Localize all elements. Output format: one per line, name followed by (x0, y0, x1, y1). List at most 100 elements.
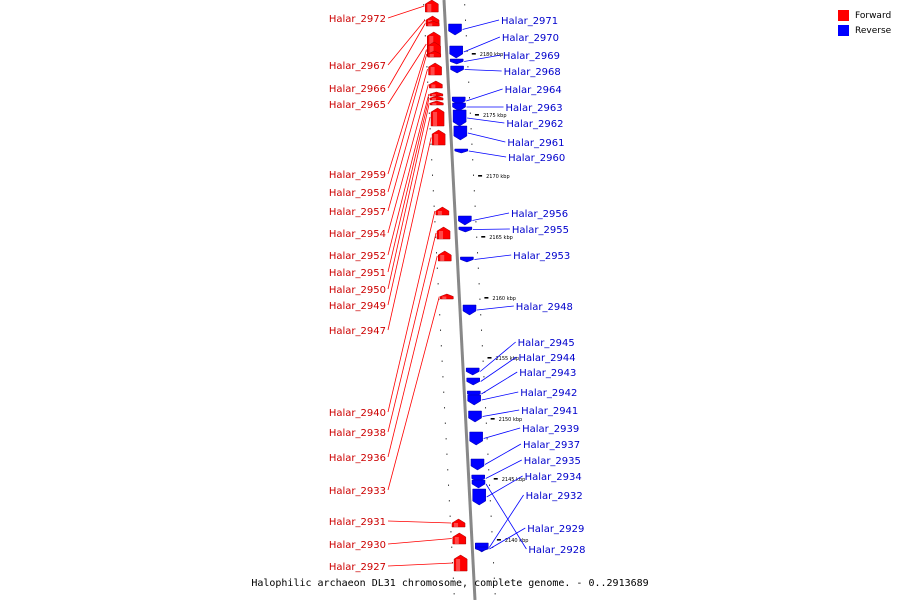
kbp-label: 2170 kbp (486, 174, 510, 180)
forward-gene-arrow (429, 91, 444, 97)
forward-gene-arrow (451, 518, 466, 528)
minor-tick-right (488, 469, 490, 471)
kbp-label: 2155 kbp (495, 356, 519, 362)
forward-gene-arrow (435, 206, 450, 216)
kbp-label: 2165 kbp (489, 235, 513, 241)
reverse-gene-arrow (471, 479, 486, 489)
forward-gene-label: Halar_2927 (329, 562, 386, 573)
forward-gene-leader (387, 296, 440, 491)
minor-tick-left (442, 376, 444, 378)
reverse-gene-label: Halar_2943 (519, 368, 576, 379)
forward-gene-label: Halar_2949 (329, 301, 386, 312)
reverse-gene-label: Halar_2961 (507, 138, 564, 149)
minor-tick-right (485, 422, 487, 424)
forward-gene-label: Halar_2966 (329, 84, 386, 95)
reverse-gene-leader (485, 459, 522, 479)
reverse-gene-label: Halar_2937 (523, 440, 580, 451)
reverse-gene-label: Halar_2970 (502, 33, 559, 44)
minor-tick-right (480, 314, 482, 316)
minor-tick-right (475, 221, 477, 223)
forward-gene-leader (387, 562, 454, 567)
minor-tick-left (426, 66, 428, 68)
gene-highlight (434, 134, 439, 145)
gene-highlight (454, 523, 459, 527)
minor-tick-right (473, 174, 475, 176)
gene-highlight (442, 296, 447, 299)
reverse-gene-leader (468, 150, 507, 158)
reverse-gene-leader (481, 371, 518, 395)
kbp-label: 2180 kbp (480, 52, 504, 58)
reverse-gene-leader (467, 132, 506, 143)
gene-highlight (430, 67, 435, 75)
kbp-tick (487, 357, 492, 359)
reverse-gene-label: Halar_2956 (511, 209, 568, 220)
minor-tick-right (493, 562, 495, 564)
reverse-gene-arrow (468, 410, 482, 423)
genome-caption: Halophilic archaeon DL31 chromosome, com… (251, 578, 649, 589)
forward-gene-leader (387, 93, 430, 256)
gene-highlight (433, 112, 438, 126)
forward-gene-leader (387, 232, 437, 433)
gene-highlight (454, 537, 459, 544)
minor-tick-right (483, 376, 485, 378)
reverse-gene-arrow (462, 304, 477, 316)
minor-tick-right (474, 205, 476, 207)
minor-tick-right (469, 97, 471, 99)
minor-tick-left (436, 267, 438, 269)
minor-tick-right (489, 484, 491, 486)
minor-tick-left (428, 112, 430, 114)
reverse-gene-label: Halar_2929 (527, 524, 584, 535)
forward-gene-label: Halar_2938 (329, 428, 386, 439)
reverse-gene-label: Halar_2971 (501, 16, 558, 27)
minor-tick-left (451, 546, 453, 548)
forward-gene-leader (387, 538, 452, 545)
reverse-gene-leader (480, 356, 517, 382)
minor-tick-left (448, 484, 450, 486)
minor-tick-left (428, 97, 430, 99)
forward-gene-leader (387, 19, 426, 66)
forward-gene-leader (387, 116, 431, 306)
reverse-gene-arrow (466, 377, 480, 386)
minor-tick-right (482, 360, 484, 362)
kbp-tick (484, 297, 489, 299)
forward-gene-label: Halar_2933 (329, 486, 386, 497)
reverse-gene-arrow (452, 109, 467, 127)
kbp-tick (471, 53, 476, 55)
forward-gene-leader (387, 53, 428, 193)
reverse-gene-arrow (450, 65, 464, 74)
minor-tick-right (467, 66, 469, 68)
reverse-gene-arrow (449, 45, 463, 59)
forward-gene-label: Halar_2958 (329, 188, 386, 199)
forward-gene-label: Halar_2965 (329, 100, 386, 111)
reverse-gene-leader (484, 443, 522, 465)
minor-tick-left (440, 329, 442, 331)
reverse-gene-leader (464, 69, 502, 72)
reverse-gene-leader (474, 254, 512, 260)
reverse-gene-leader (488, 494, 524, 548)
minor-tick-right (468, 81, 470, 83)
reverse-gene-label: Halar_2968 (504, 67, 561, 78)
minor-tick-right (494, 593, 496, 595)
minor-tick-right (479, 298, 481, 300)
minor-tick-left (447, 469, 449, 471)
kbp-tick (474, 114, 479, 116)
forward-gene-label: Halar_2947 (329, 326, 386, 337)
gene-highlight (428, 23, 433, 26)
gene-highlight (429, 54, 434, 57)
forward-gene-label: Halar_2967 (329, 61, 386, 72)
forward-gene-label: Halar_2954 (329, 229, 386, 240)
minor-tick-left (427, 81, 429, 83)
forward-swatch (838, 10, 849, 21)
forward-gene-arrow (431, 129, 446, 146)
gene-highlight (432, 98, 437, 100)
legend-item-reverse: Reverse (838, 23, 891, 38)
reverse-gene-arrow (469, 431, 483, 446)
forward-gene-arrow (430, 100, 444, 106)
forward-gene-arrow (453, 554, 468, 572)
forward-gene-leader (387, 255, 438, 458)
reverse-gene-leader (489, 527, 526, 550)
reverse-gene-label: Halar_2948 (516, 302, 573, 313)
legend-label-forward: Forward (855, 10, 892, 21)
minor-tick-left (433, 205, 435, 207)
forward-gene-label: Halar_2959 (329, 170, 386, 181)
